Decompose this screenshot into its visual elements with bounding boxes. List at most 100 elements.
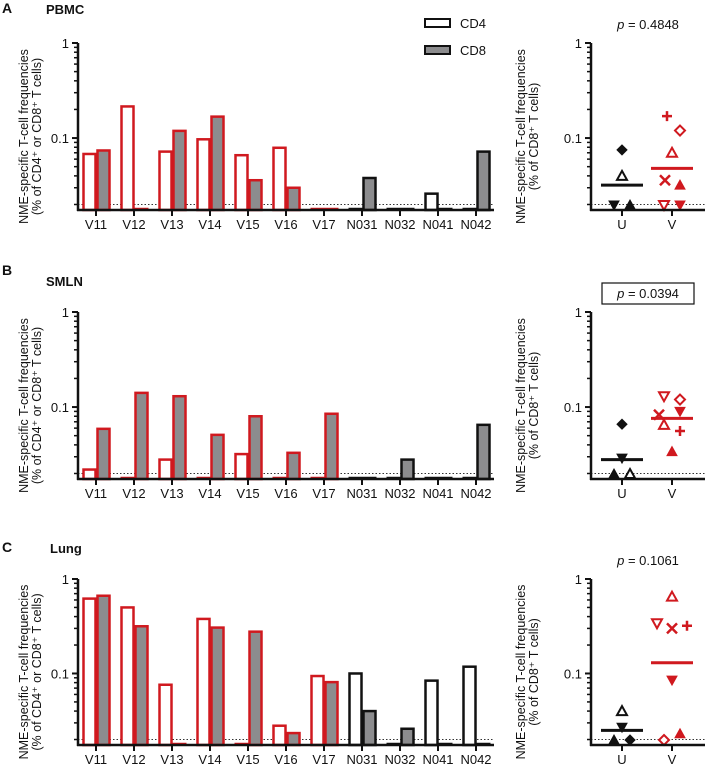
panel-a: A PBMC CD4 CD8 (2, 0, 486, 58)
bar-cd4 (462, 665, 477, 747)
data-point-triangle-up (623, 466, 637, 479)
data-point-triangle-up (615, 168, 629, 181)
bar-cd4 (158, 458, 173, 481)
x-tick-label: V (668, 217, 677, 232)
y-tick-label: 1 (62, 36, 69, 51)
data-point-triangle-down (608, 200, 620, 212)
bar-cd4 (234, 452, 249, 481)
x-tick-label: V16 (274, 217, 297, 232)
x-tick-label: V14 (198, 217, 221, 232)
panel-b: B SMLN (2, 262, 83, 289)
bar-cd8 (248, 178, 263, 212)
bar-cd8 (96, 427, 111, 481)
data-point-triangle-up (657, 417, 671, 430)
x-tick-label: N031 (346, 486, 377, 501)
data-point-triangle-down (657, 200, 671, 213)
y-axis-label: (% of CD8⁺ T cells) (527, 83, 541, 191)
x-tick-label: V12 (122, 217, 145, 232)
y-axis-label: NME-specific T-cell frequencies (514, 585, 528, 760)
data-point-triangle-down (674, 200, 686, 212)
x-tick-label: V15 (236, 217, 259, 232)
x-tick-label: V17 (312, 486, 335, 501)
bar-cd8 (476, 423, 491, 481)
x-tick-label: V17 (312, 752, 335, 767)
x-tick-label: V17 (312, 217, 335, 232)
bar-cd8 (476, 150, 491, 212)
bar-cd8 (324, 412, 339, 481)
bar-cd4 (82, 597, 97, 747)
scatter-chart-c: NME-specific T-cell frequencies (% of CD8… (514, 553, 705, 767)
data-point-diamond (673, 124, 687, 137)
legend-label-cd8: CD8 (460, 43, 486, 58)
panel-title: SMLN (46, 274, 83, 289)
x-tick-label: N032 (384, 486, 415, 501)
pvalue-label: p = 0.0394 (616, 286, 679, 301)
data-point-triangle-up (674, 727, 686, 739)
x-tick-label: V12 (122, 486, 145, 501)
x-tick-label: N031 (346, 217, 377, 232)
y-axis-label: NME-specific T-cell frequencies (17, 318, 31, 493)
y-tick-label: 0.1 (564, 400, 582, 415)
bar-chart-c: NME-specific T-cell frequencies (% of CD4… (17, 572, 494, 767)
pvalue-value: = 0.0394 (624, 286, 679, 301)
y-tick-label: 0.1 (51, 131, 69, 146)
data-point-diamond (657, 733, 671, 747)
x-tick-label: N042 (460, 486, 491, 501)
bar-cd8 (210, 626, 225, 747)
bar-cd8 (324, 680, 339, 747)
pvalue-box (601, 282, 695, 305)
panel-letter: C (2, 539, 12, 555)
y-tick-label: 1 (62, 572, 69, 587)
bar-cd8 (210, 115, 225, 212)
bar-cd4 (310, 674, 325, 747)
bar-cd4 (348, 672, 363, 747)
legend-swatch-cd8 (424, 45, 451, 55)
pvalue-value: = 0.4848 (624, 17, 679, 32)
y-tick-label: 1 (575, 305, 582, 320)
scatter-chart-a: NME-specific T-cell frequencies (% of CD8… (514, 17, 705, 232)
bar-cd8 (134, 391, 149, 481)
x-tick-label: V13 (160, 752, 183, 767)
bar-cd4 (424, 679, 439, 747)
data-point-plus (675, 425, 685, 436)
bar-cd8 (362, 176, 377, 212)
data-point-triangle-up (674, 179, 686, 190)
bar-cd8 (172, 394, 187, 481)
x-tick-label: U (617, 217, 626, 232)
x-tick-label: N032 (384, 217, 415, 232)
y-axis-label: NME-specific T-cell frequencies (17, 49, 31, 224)
data-point-triangle-up (615, 704, 629, 717)
y-axis-label: (% of CD8⁺ T cells) (527, 618, 541, 726)
data-point-triangle-down (657, 391, 671, 404)
x-tick-label: N042 (460, 752, 491, 767)
bar-cd8 (96, 594, 111, 747)
data-point-triangle-down (650, 618, 664, 631)
bar-cd8 (362, 709, 377, 747)
bar-cd8 (96, 149, 111, 212)
panel-letter: B (2, 262, 12, 278)
y-tick-label: 0.1 (564, 666, 582, 681)
data-point-diamond (616, 418, 628, 430)
x-tick-label: V11 (85, 752, 107, 767)
pvalue-value: = 0.1061 (624, 553, 679, 568)
y-tick-label: 0.1 (51, 666, 69, 681)
bar-cd4 (120, 606, 135, 747)
y-tick-label: 1 (575, 572, 582, 587)
bar-cd8 (286, 451, 301, 481)
bar-cd8 (248, 415, 263, 481)
panel-title: PBMC (46, 2, 85, 17)
x-tick-label: V15 (236, 752, 259, 767)
data-point-triangle-down (616, 722, 628, 734)
pvalue-symbol: p (616, 553, 624, 568)
x-tick-label: N032 (384, 752, 415, 767)
pvalue-symbol: p (616, 286, 624, 301)
x-tick-label: V14 (198, 752, 221, 767)
data-point-triangle-up (608, 733, 620, 745)
bar-cd8 (172, 129, 187, 212)
bar-cd8 (286, 731, 301, 747)
x-tick-label: N042 (460, 217, 491, 232)
data-point-triangle-up (665, 145, 679, 158)
y-axis-label: (% of CD4⁺ or CD8⁺ T cells) (30, 327, 44, 484)
data-point-triangle-up (666, 445, 678, 457)
x-tick-label: V13 (160, 486, 183, 501)
